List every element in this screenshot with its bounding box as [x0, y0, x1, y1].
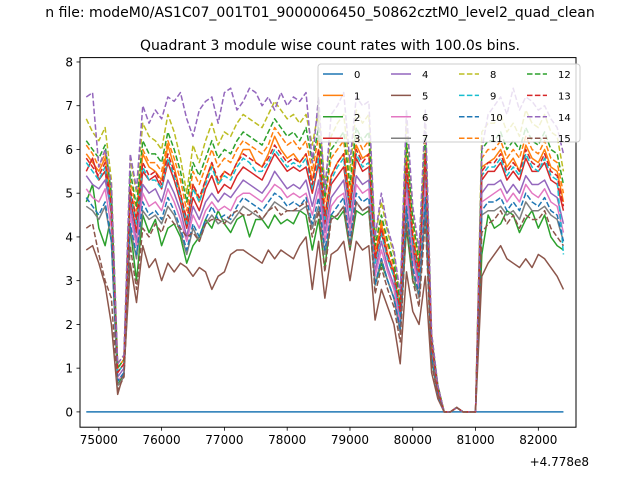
x-tick-label: 77000: [205, 433, 243, 447]
series-line-15: [85, 201, 565, 413]
y-tick-label: 1: [65, 362, 73, 376]
series-line-12: [85, 118, 565, 413]
y-tick-label: 2: [65, 318, 73, 332]
series-line-10: [85, 192, 565, 413]
series-line-11: [85, 126, 565, 413]
legend-label-7: 7: [422, 134, 428, 145]
legend-label-3: 3: [354, 134, 360, 145]
legend-label-14: 14: [558, 113, 571, 124]
y-tick-label: 5: [65, 187, 73, 201]
legend-label-0: 0: [354, 70, 360, 81]
legend-label-8: 8: [490, 70, 496, 81]
x-tick-label: 75000: [80, 433, 118, 447]
legend-label-11: 11: [490, 134, 503, 145]
legend-label-13: 13: [558, 91, 571, 102]
legend-label-5: 5: [422, 91, 428, 102]
legend-label-1: 1: [354, 91, 360, 102]
figure-suptitle: n file: modeM0/AS1C07_001T01_9000006450_…: [45, 5, 594, 21]
chart-title: Quadrant 3 module wise count rates with …: [140, 38, 520, 54]
y-tick-label: 7: [65, 99, 73, 113]
x-axis: 75000 76000 77000 78000 79000 80000 81000 82000: [80, 427, 557, 447]
x-tick-label: 80000: [394, 433, 432, 447]
x-tick-label: 76000: [143, 433, 181, 447]
y-tick-label: 4: [65, 230, 73, 244]
series-line-8: [85, 100, 565, 413]
series-line-13: [85, 144, 565, 413]
legend-label-2: 2: [354, 113, 360, 124]
axes-frame: [79, 57, 577, 428]
y-tick-label: 8: [65, 55, 73, 69]
y-tick-label: 6: [65, 143, 73, 157]
legend-box: [317, 63, 581, 143]
legend-label-12: 12: [558, 70, 571, 81]
x-tick-label: 82000: [519, 433, 557, 447]
series-line-9: [85, 148, 565, 413]
x-tick-label: 81000: [456, 433, 494, 447]
legend-label-9: 9: [490, 91, 496, 102]
y-tick-label: 3: [65, 274, 73, 288]
x-tick-label: 78000: [268, 433, 306, 447]
series-line-5: [85, 236, 565, 413]
legend-label-10: 10: [490, 113, 503, 124]
x-axis-offset-label: +4.778e8: [530, 455, 589, 469]
y-axis: 0 1 2 3 4 5 6 7 8: [65, 55, 80, 419]
series-line-4: [85, 170, 565, 413]
legend-label-4: 4: [422, 70, 428, 81]
legend-label-15: 15: [558, 134, 571, 145]
series-line-7: [85, 201, 565, 413]
series-line-6: [85, 183, 565, 413]
y-tick-label: 0: [65, 405, 73, 419]
x-tick-label: 79000: [331, 433, 369, 447]
legend-label-6: 6: [422, 113, 428, 124]
